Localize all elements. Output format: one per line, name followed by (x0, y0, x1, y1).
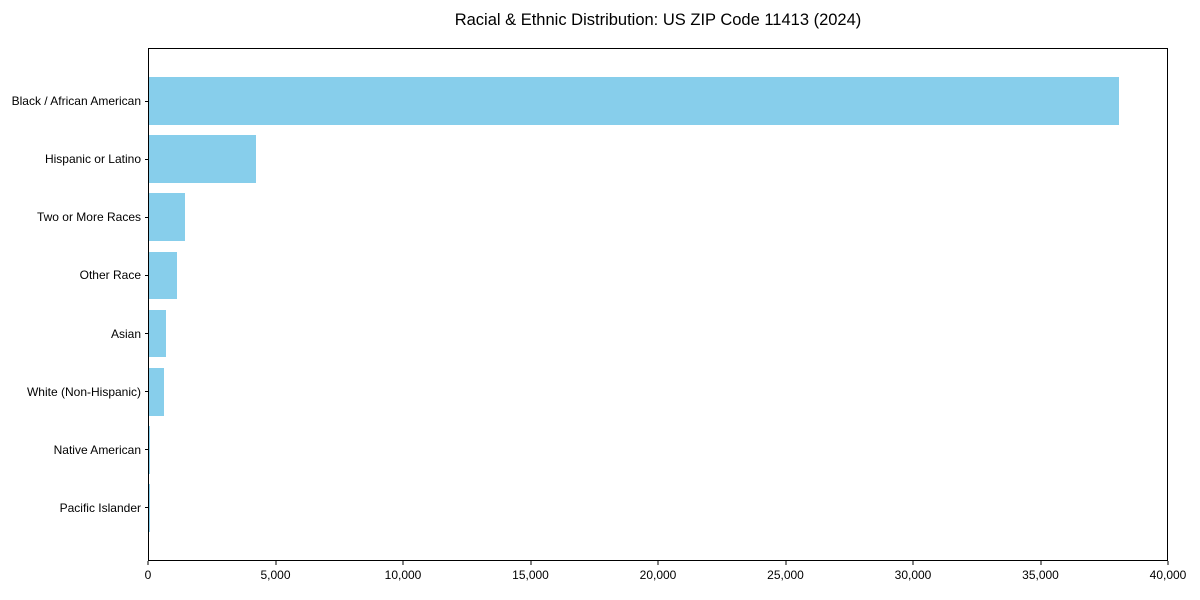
x-axis-tick (275, 561, 276, 565)
x-axis-tick (912, 561, 914, 565)
plot-rows: Black / African American Hispanic or Lati… (12, 49, 1167, 560)
x-axis: 0 5,000 10,000 15,000 20,000 25,000 30,000 35,0… (144, 561, 1186, 595)
x-axis-tick-label: 15,000 (512, 568, 549, 582)
x-axis-tick (530, 561, 531, 565)
y-axis-label: Other Race (79, 268, 141, 283)
y-axis-tick (145, 158, 149, 160)
x-axis-tick-label: 40,000 (1149, 568, 1187, 582)
y-axis-label: Black / African American (11, 94, 141, 109)
bar-row: Black / African American (12, 72, 1167, 130)
y-axis-label: Hispanic or Latino (44, 152, 141, 167)
bar-row: Asian (111, 305, 1167, 363)
bar-row: White (Non-Hispanic) (27, 363, 1167, 421)
x-axis-tick-label: 0 (144, 568, 152, 582)
y-axis-label: Asian (110, 326, 141, 341)
bar-row: Pacific Islander (60, 479, 1167, 537)
y-axis-label: White (Non-Hispanic) (26, 384, 141, 399)
y-axis-label: Two or More Races (36, 210, 141, 225)
bar (149, 193, 185, 242)
x-axis-tick (147, 561, 149, 565)
y-axis-tick (145, 216, 149, 218)
bar-row: Native American (54, 421, 1167, 479)
y-axis-label: Native American (53, 442, 141, 457)
bar (149, 367, 165, 416)
bar-row: Hispanic or Latino (45, 130, 1167, 188)
y-axis-tick (145, 449, 149, 451)
bar (149, 135, 256, 183)
bar-row: Other Race (80, 246, 1167, 304)
y-axis-tick (145, 391, 149, 393)
y-axis-tick (145, 333, 149, 335)
x-axis-tick (402, 561, 404, 565)
x-axis-tick-label: 20,000 (639, 568, 677, 582)
x-axis-tick (1167, 561, 1169, 565)
bar (149, 77, 1119, 125)
y-axis-tick (145, 100, 149, 102)
bar-row: Two or More Races (37, 188, 1167, 246)
x-axis-tick (657, 561, 659, 565)
x-axis-tick (785, 561, 786, 565)
x-axis-tick-label: 35,000 (1022, 568, 1059, 582)
y-axis-tick (145, 507, 149, 509)
bar (149, 425, 151, 474)
x-axis-tick-label: 25,000 (767, 568, 804, 582)
bar (149, 309, 166, 358)
y-axis-label: Pacific Islander (59, 500, 141, 515)
y-axis-tick (145, 274, 149, 276)
x-axis-tick-label: 5,000 (260, 568, 291, 582)
x-axis-tick-label: 10,000 (384, 568, 422, 582)
x-axis-tick (1040, 561, 1041, 565)
plot-area: Black / African American Hispanic or Lati… (12, 48, 1168, 561)
x-axis-tick-label: 30,000 (894, 568, 932, 582)
chart-title: Racial & Ethnic Distribution: US ZIP Cod… (454, 11, 862, 29)
bar (149, 251, 177, 300)
